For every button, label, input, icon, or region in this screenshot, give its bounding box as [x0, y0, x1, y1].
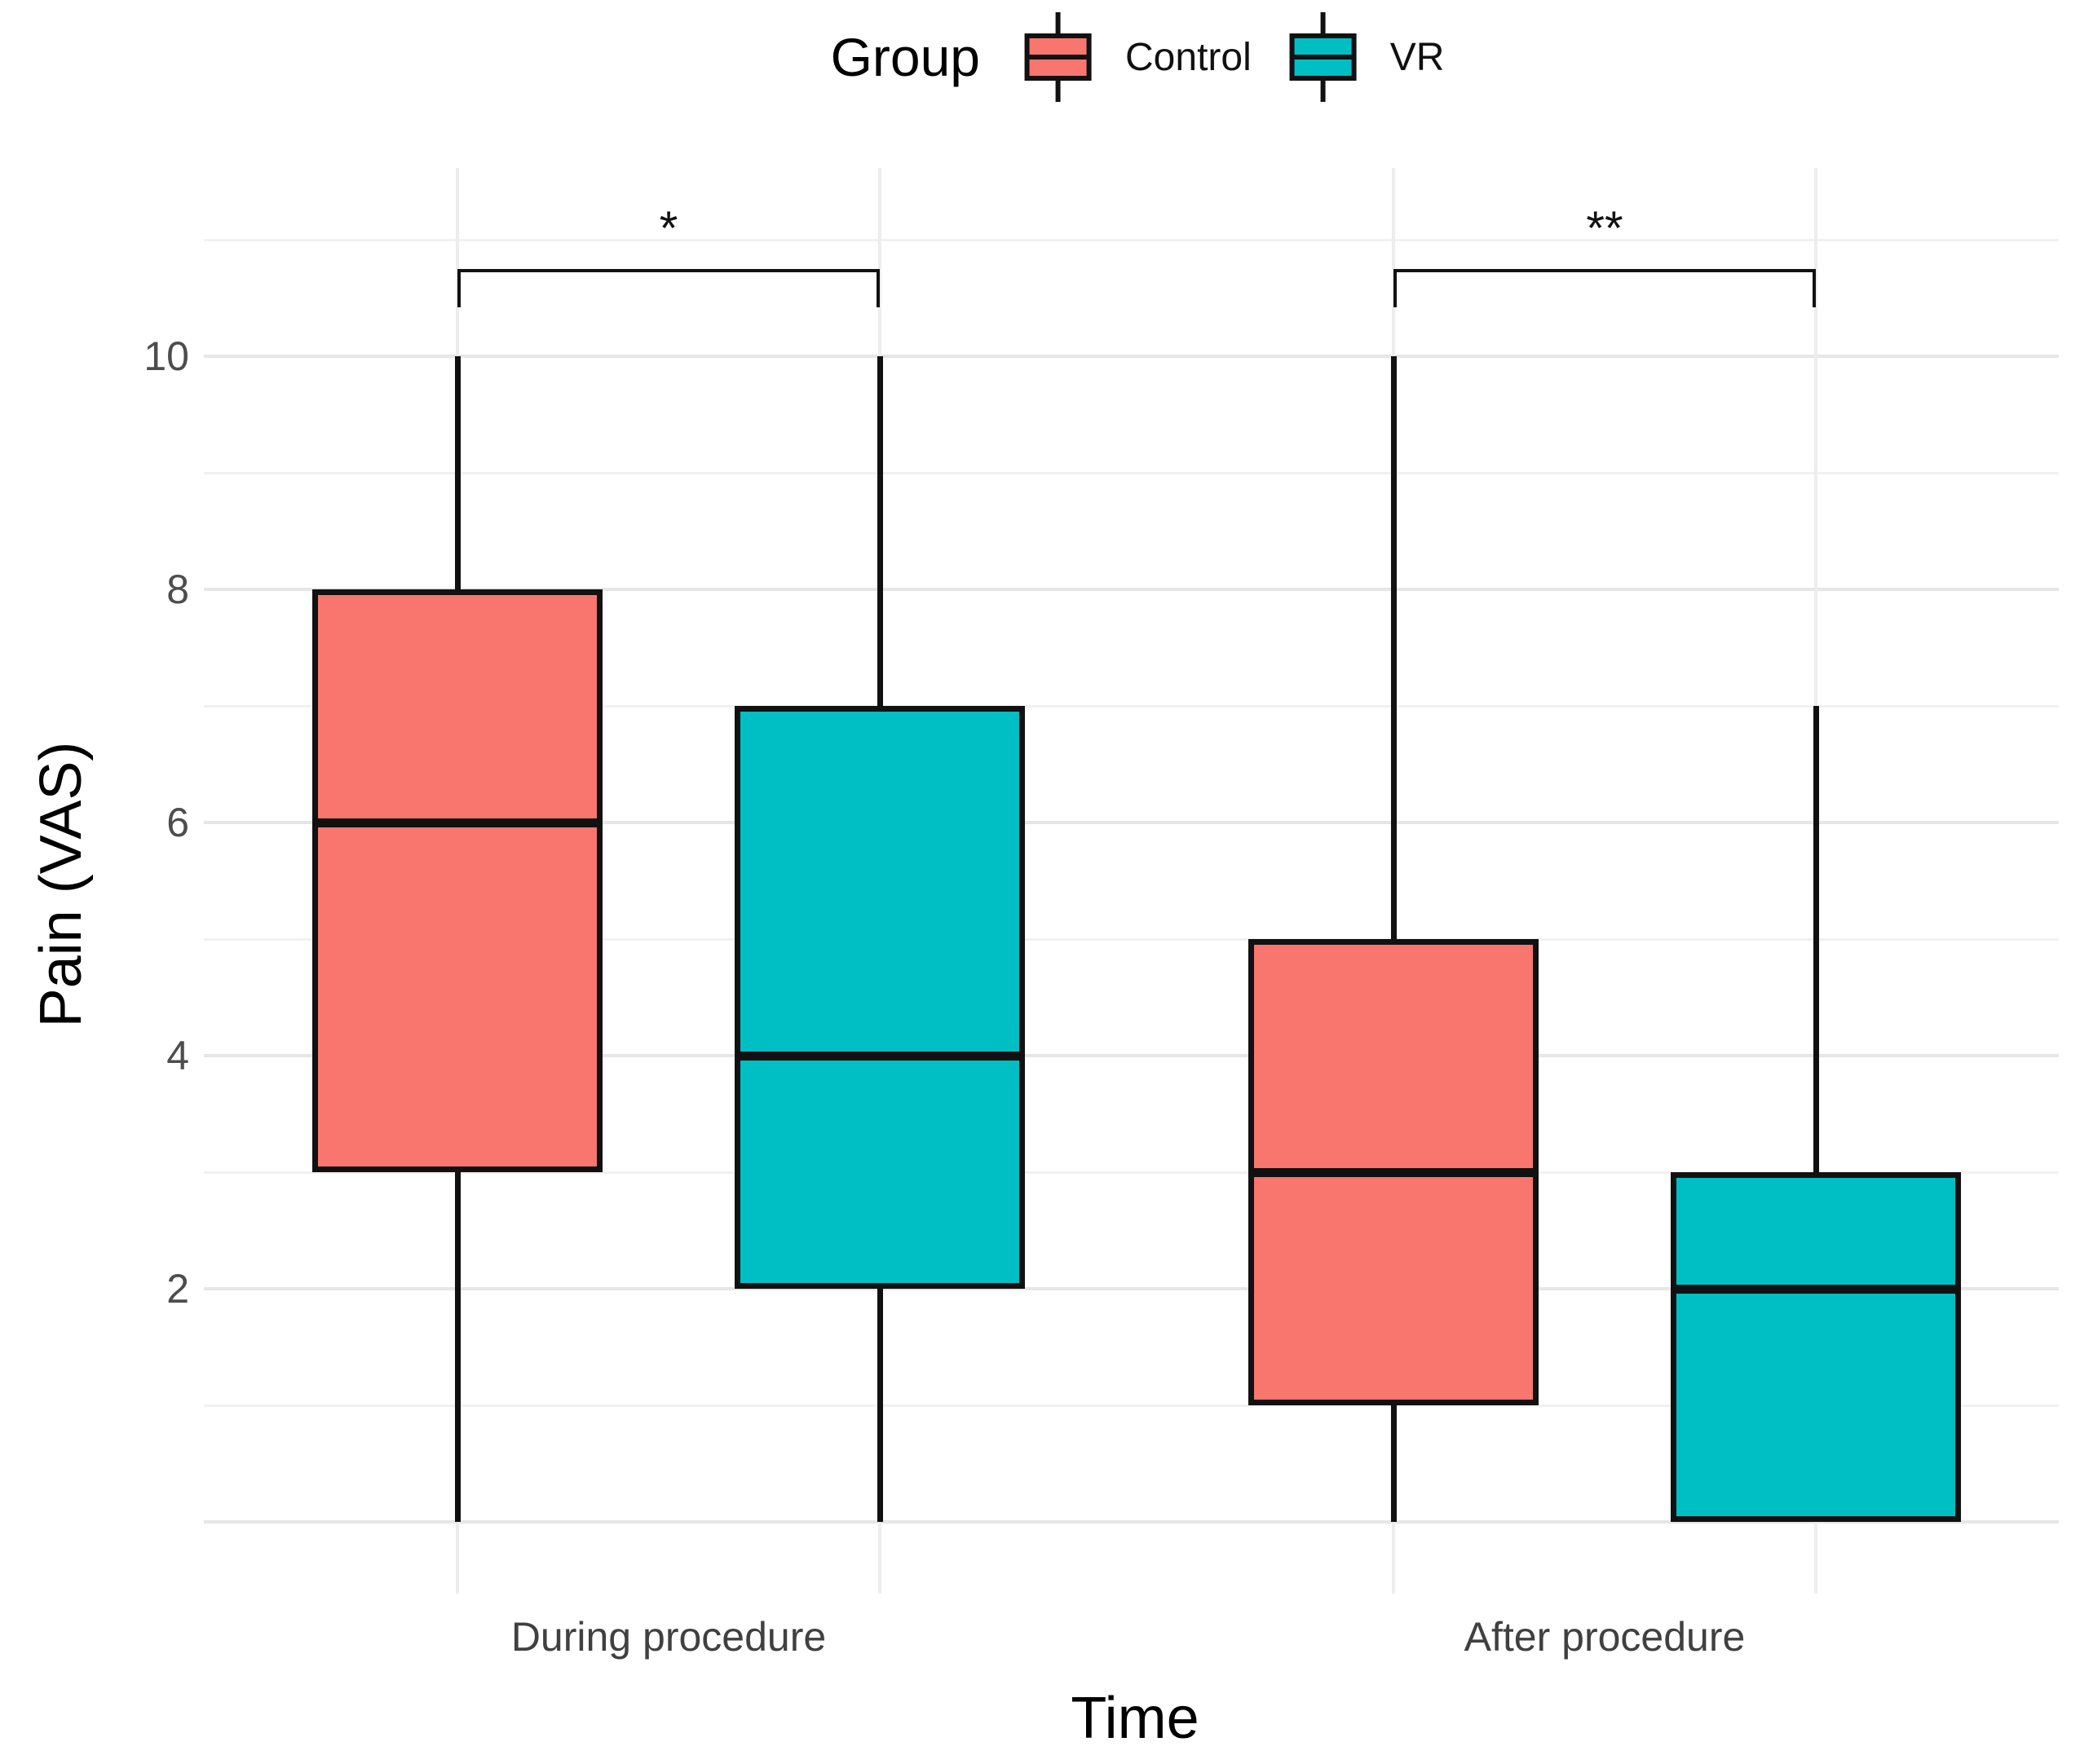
- significance-bracket: [457, 269, 880, 307]
- y-tick-label-4: 4: [166, 1033, 189, 1078]
- boxplot-box-VR-during: [735, 706, 1025, 1289]
- whisker-upper-Control: [455, 356, 461, 589]
- key-whisker: [1320, 81, 1326, 102]
- significance-label: **: [1586, 202, 1623, 255]
- y-tick-label-10: 10: [144, 333, 189, 379]
- major-gridline-y10: [204, 355, 2059, 358]
- major-gridline-y6: [204, 821, 2059, 824]
- whisker-upper-VR: [877, 356, 883, 706]
- boxplot-key-icon: [1289, 12, 1358, 102]
- legend-title: Group: [830, 27, 981, 87]
- whisker-lower-VR: [877, 1289, 883, 1522]
- median-line-Control: [1254, 1168, 1533, 1177]
- minor-gridline-y5: [204, 938, 2059, 941]
- major-gridline-y4: [204, 1054, 2059, 1057]
- median-line-Control: [318, 818, 597, 827]
- key-whisker: [1056, 81, 1062, 102]
- boxplot-box-VR-after: [1671, 1172, 1961, 1522]
- median-line-VR: [1676, 1285, 1955, 1294]
- legend: Group Control VR: [830, 8, 1445, 106]
- y-tick-label-2: 2: [166, 1266, 189, 1312]
- significance-bracket: [1393, 269, 1816, 307]
- whisker-upper-Control: [1391, 356, 1397, 939]
- legend-item-vr: VR: [1289, 12, 1445, 102]
- significance-label: *: [659, 202, 678, 255]
- whisker-upper-VR: [1813, 706, 1819, 1172]
- minor-gridline-y1: [204, 1405, 2059, 1407]
- key-median: [1030, 55, 1088, 60]
- whisker-lower-Control: [1391, 1405, 1397, 1522]
- minor-gridline-y9: [204, 472, 2059, 474]
- minor-gridline-y7: [204, 705, 2059, 708]
- x-axis-title: Time: [1071, 1686, 1199, 1751]
- whisker-lower-Control: [455, 1172, 461, 1522]
- x-tick-label: After procedure: [1464, 1614, 1746, 1660]
- legend-label-vr: VR: [1389, 35, 1445, 79]
- x-tick-label: During procedure: [510, 1614, 827, 1660]
- key-median: [1294, 55, 1352, 60]
- boxplot-box-Control-after: [1248, 939, 1539, 1405]
- key-box: [1025, 33, 1093, 81]
- minor-gridline-y3: [204, 1171, 2059, 1174]
- y-tick-label-6: 6: [166, 800, 189, 845]
- major-gridline-y2: [204, 1287, 2059, 1290]
- legend-item-control: Control: [1024, 12, 1252, 102]
- key-whisker: [1056, 12, 1062, 33]
- key-whisker: [1320, 12, 1326, 33]
- boxplot-key-icon: [1024, 12, 1093, 102]
- legend-label-control: Control: [1125, 35, 1252, 79]
- y-tick-label-8: 8: [166, 567, 189, 612]
- major-gridline-y8: [204, 588, 2059, 591]
- key-box: [1289, 33, 1357, 81]
- y-axis-title: Pain (VAS): [29, 741, 94, 1028]
- major-gridline-y0: [204, 1520, 2059, 1524]
- boxplot-box-Control-during: [312, 589, 603, 1172]
- median-line-VR: [740, 1052, 1019, 1061]
- minor-gridline-y11: [204, 239, 2059, 241]
